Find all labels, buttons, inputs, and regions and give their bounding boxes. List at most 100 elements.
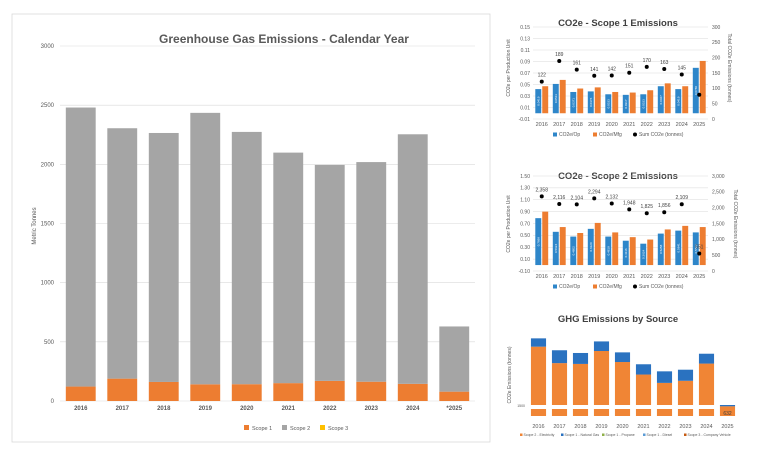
scope2-y2-ticks: 0 500 1,000 1,500 2,000 2,500 3,000 [712,174,725,275]
s1-legend-label: CO2e/Mfg [599,132,622,138]
s2-sum-label: 2,104 [570,195,583,201]
s1-bar-value-label: 0.0511 [554,94,558,103]
s1-sum-label: 141 [590,67,599,73]
s1-sum-label: 145 [678,66,687,72]
scope2-y2-axis-label: Total CO2e Emissions (tonnes) [732,190,738,259]
source-legend-swatch [520,433,523,436]
s2-y-tick-label: 0.10 [520,257,530,263]
s1-sum-point [557,59,562,64]
s2-y2-tick-label: 1,000 [712,237,725,243]
s2-sum-label: 1,856 [658,203,671,209]
s1-bar-mfg [612,91,619,114]
s1-bar-op [587,91,594,114]
main-bar-segment [439,326,470,392]
s2-sum-point [627,207,632,212]
main-legend: Scope 1 Scope 2 Scope 3 [244,425,348,432]
source-legend-swatch [561,433,564,436]
main-x-tick-label: 2019 [199,406,213,412]
scope2-sum-points: 2,358 2,116 2,104 2,294 2,132 1,948 1,825 1,856… [535,187,704,256]
s1-bar-value-label: 0.0419 [536,96,540,106]
s1-bar-mfg [647,90,654,114]
s2-x-tick-label: 2021 [623,274,635,280]
s2-y2-tick-label: 2,500 [712,190,725,196]
main-bar-segment [107,378,138,401]
s1-bar-op [640,94,647,114]
scope2-chart: CO2e - Scope 2 Emissions CO2e per Produc… [506,171,738,290]
scope1-bars: 0.0419 0.0511 0.0371 0.0376 0.0333 0.0317 0.03… [535,60,706,114]
s1-bar-mfg [699,60,706,114]
main-bar-segment [356,381,387,401]
main-y-tick-label: 3000 [41,44,55,50]
scope1-y-axis-label: CO2e per Production Unit [506,39,512,97]
s2-legend-label: CO2e/Op [559,284,580,290]
s2-y2-tick-label: 3,000 [712,174,725,180]
s2-sum-label: 2,116 [553,195,565,201]
scope2-x-ticks: 2016 2017 2018 2019 2020 2021 2022 2023 2024 2025 [536,274,706,280]
s2-bar-op [622,240,629,266]
source-x-tick-label: 2019 [595,424,607,430]
s2-bar-value-label: 0.4802 [571,246,575,256]
s1-sum-label: 163 [660,60,669,66]
s1-y-tick-label: 0.05 [520,82,530,88]
source-legend-label: Scope 1 - Natural Gas [565,433,600,437]
s1-legend-label: Sum CO2e (tonnes) [639,132,684,138]
main-bar-segment [397,134,428,384]
s2-sum-label: 2,294 [588,189,601,195]
s1-y-tick-label: 0.11 [521,48,531,54]
s1-y-tick-label: 0.15 [520,25,530,31]
s2-legend-swatch [633,284,637,289]
source-x-tick-label: 2024 [700,424,712,430]
source-bar-natural-gas [614,352,631,363]
main-bars [65,107,470,401]
main-bar-segment [190,112,221,385]
source-bar-electricity-base [635,409,652,416]
s1-bar-mfg [629,92,636,114]
main-y-tick-label: 2000 [41,162,55,168]
s1-sum-point [609,73,614,78]
s1-x-tick-label: 2016 [536,122,548,128]
main-legend-label: Scope 1 [252,426,272,432]
s2-y-tick-label: 1.30 [520,186,530,192]
scope2-y-axis-label: CO2e per Production Unit [506,195,512,253]
source-legend-swatch [602,433,605,436]
s2-y2-tick-label: 1,500 [712,221,725,227]
scope1-chart: CO2e - Scope 1 Emissions CO2e per Produc… [506,18,732,138]
s2-bar-mfg [647,239,654,266]
s2-bar-mfg [559,227,566,266]
source-y-tick-label: 1500 [517,404,525,408]
source-bar-natural-gas [656,371,673,383]
s2-bar-mfg [542,211,549,266]
s2-legend-swatch [553,284,557,289]
s1-legend-label: CO2e/Op [559,132,580,138]
source-bar-electricity [572,363,589,405]
s1-y2-tick-label: 100 [712,86,721,92]
s1-sum-label: 161 [573,61,582,67]
main-bar-segment [148,381,179,401]
scope2-y-ticks: -0.10 0.10 0.30 0.50 0.70 0.90 1.10 1.30 1.50 [519,174,531,275]
source-legend-label: Scope 1 - Propane [606,433,635,437]
s2-bar-op [552,231,559,266]
s1-legend-swatch [553,132,557,137]
source-x-ticks: 2016 2017 2018 2019 2020 2021 2022 2023 2024 2025 [532,424,733,430]
source-bar-electricity-base [614,409,631,416]
s2-legend-label: CO2e/Mfg [599,284,622,290]
s2-sum-point [679,202,684,207]
s1-bar-value-label: 0.0333 [606,99,610,109]
source-x-tick-label: 2022 [658,424,670,430]
s2-x-tick-label: 2022 [641,274,653,280]
source-bar-natural-gas [593,341,610,352]
s1-bar-op [552,83,559,114]
s1-y2-tick-label: 0 [712,117,715,123]
s1-bar-op [657,86,664,114]
s2-sum-label: 2,358 [535,187,548,193]
source-x-tick-label: 2021 [637,424,649,430]
main-y-axis-label: Metric Tonnes [32,207,38,244]
source-legend-swatch [684,433,687,436]
s2-y-tick-label: 1.50 [520,174,530,180]
scope1-y2-ticks: 0 50 100 150 200 250 300 [712,25,721,123]
s2-sum-point [557,201,562,206]
source-bar-natural-gas [551,350,568,364]
main-bar-segment [439,391,470,401]
main-y-tick-label: 1500 [41,222,55,228]
s2-bar-mfg [664,229,671,266]
